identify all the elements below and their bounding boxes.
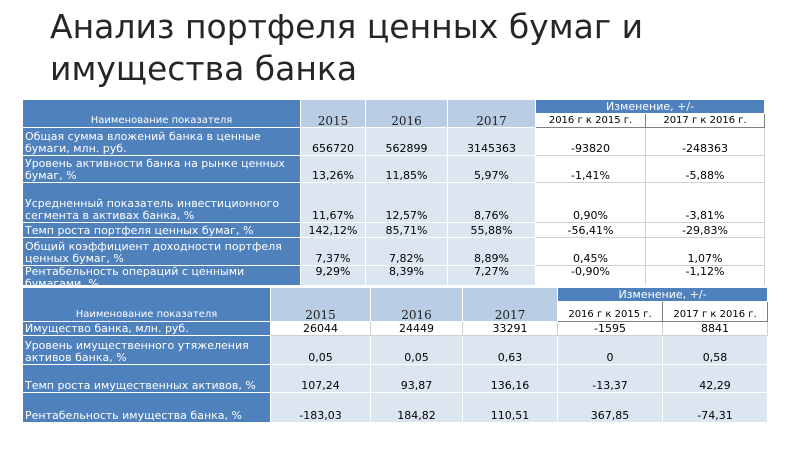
column-header-change: Изменение, +/- (534, 99, 766, 114)
table-row: Рентабельность операций с ценными бумага… (22, 265, 766, 285)
value-2015: 656720 (300, 127, 366, 156)
value-2017: 3145363 (447, 127, 536, 156)
column-header-change-2016-2015: 2016 г к 2015 г. (557, 301, 663, 323)
column-header-year: 2017 (447, 99, 536, 128)
value-2015: 11,67% (300, 182, 366, 223)
value-2017: 7,27% (447, 265, 536, 285)
value-2016: 11,85% (365, 155, 448, 183)
value-2015: 0,05 (270, 335, 371, 365)
value-2015: -183,03 (270, 391, 371, 424)
row-label: Усредненный показатель инвестиционного с… (22, 182, 301, 223)
value-2017: 0,63 (462, 335, 558, 365)
column-header-name: Наименование показателя (22, 99, 301, 128)
portfolio-table-container: Наименование показателя 2015 2016 2017 И… (22, 99, 767, 285)
change-2016-2015: -1595 (557, 321, 663, 337)
row-label: Уровень активности банка на рынке ценных… (22, 155, 301, 183)
change-2016-2015: -13,37 (557, 363, 663, 393)
value-2015: 9,29% (300, 265, 366, 285)
value-2015: 26044 (270, 321, 371, 337)
change-2016-2015: -0,90% (535, 265, 646, 285)
change-2016-2015: 367,85 (557, 391, 663, 424)
row-label: Общий коэффициент доходности портфеля це… (22, 237, 301, 266)
table-row: Уровень имущественного утяжеления активо… (22, 335, 769, 365)
row-label: Темп роста имущественных активов, % (22, 363, 271, 393)
column-header-change-2016-2015: 2016 г к 2015 г. (535, 113, 646, 128)
change-2017-2016: 1,07% (644, 237, 766, 266)
column-header-change-2017-2016: 2017 г к 2016 г. (644, 113, 766, 128)
column-header-change: Изменение, +/- (556, 286, 769, 303)
row-label: Темп роста портфеля ценных бумаг, % (22, 222, 301, 238)
change-2017-2016: -29,83% (644, 222, 766, 238)
column-header-year: 2016 (370, 286, 463, 323)
change-2016-2015: 0,45% (535, 237, 646, 266)
change-2017-2016: 42,29 (661, 363, 769, 393)
change-2017-2016: 0,58 (661, 335, 769, 365)
column-header-year: 2015 (270, 286, 371, 323)
table-row: Уровень активности банка на рынке ценных… (22, 155, 766, 183)
bank-property-table: Наименование показателя 2015 2016 2017 И… (22, 286, 769, 424)
value-2016: 93,87 (370, 363, 463, 393)
change-2016-2015: -56,41% (535, 222, 646, 238)
table-row: Рентабельность имущества банка, % -183,0… (22, 391, 769, 424)
value-2017: 8,89% (447, 237, 536, 266)
table-row: Темп роста имущественных активов, % 107,… (22, 363, 769, 393)
value-2016: 85,71% (365, 222, 448, 238)
row-label: Рентабельность имущества банка, % (22, 391, 271, 424)
row-label: Уровень имущественного утяжеления активо… (22, 335, 271, 365)
value-2016: 12,57% (365, 182, 448, 223)
table-row: Общая сумма вложений банка в ценные бума… (22, 127, 766, 156)
change-2016-2015: 0 (557, 335, 663, 365)
change-2016-2015: -1,41% (535, 155, 646, 183)
securities-portfolio-table: Наименование показателя 2015 2016 2017 И… (22, 99, 766, 285)
value-2016: 184,82 (370, 391, 463, 424)
column-header-year: 2015 (300, 99, 366, 128)
change-2016-2015: -93820 (535, 127, 646, 156)
value-2017: 33291 (462, 321, 558, 337)
value-2015: 13,26% (300, 155, 366, 183)
row-label: Имущество банка, млн. руб. (22, 321, 271, 337)
row-label: Общая сумма вложений банка в ценные бума… (22, 127, 301, 156)
value-2017: 8,76% (447, 182, 536, 223)
value-2016: 8,39% (365, 265, 448, 285)
column-header-year: 2017 (462, 286, 558, 323)
value-2016: 562899 (365, 127, 448, 156)
change-2017-2016: 8841 (661, 321, 769, 337)
change-2017-2016: -3,81% (644, 182, 766, 223)
table-row: Имущество банка, млн. руб. 26044 24449 3… (22, 321, 769, 337)
column-header-name: Наименование показателя (22, 286, 271, 323)
value-2017: 5,97% (447, 155, 536, 183)
change-2017-2016: -5,88% (644, 155, 766, 183)
table-row: Усредненный показатель инвестиционного с… (22, 182, 766, 223)
table-row: Темп роста портфеля ценных бумаг, % 142,… (22, 222, 766, 238)
value-2017: 136,16 (462, 363, 558, 393)
value-2016: 24449 (370, 321, 463, 337)
slide-title: Анализ портфеля ценных бумаг и имущества… (50, 7, 644, 88)
value-2015: 107,24 (270, 363, 371, 393)
column-header-year: 2016 (365, 99, 448, 128)
value-2017: 55,88% (447, 222, 536, 238)
value-2015: 142,12% (300, 222, 366, 238)
table-row: Общий коэффициент доходности портфеля це… (22, 237, 766, 266)
change-2016-2015: 0,90% (535, 182, 646, 223)
change-2017-2016: -74,31 (661, 391, 769, 424)
value-2015: 7,37% (300, 237, 366, 266)
change-2017-2016: -248363 (644, 127, 766, 156)
value-2017: 110,51 (462, 391, 558, 424)
value-2016: 0,05 (370, 335, 463, 365)
value-2016: 7,82% (365, 237, 448, 266)
change-2017-2016: -1,12% (644, 265, 766, 285)
row-label: Рентабельность операций с ценными бумага… (22, 265, 301, 285)
column-header-change-2017-2016: 2017 г к 2016 г. (661, 301, 769, 323)
